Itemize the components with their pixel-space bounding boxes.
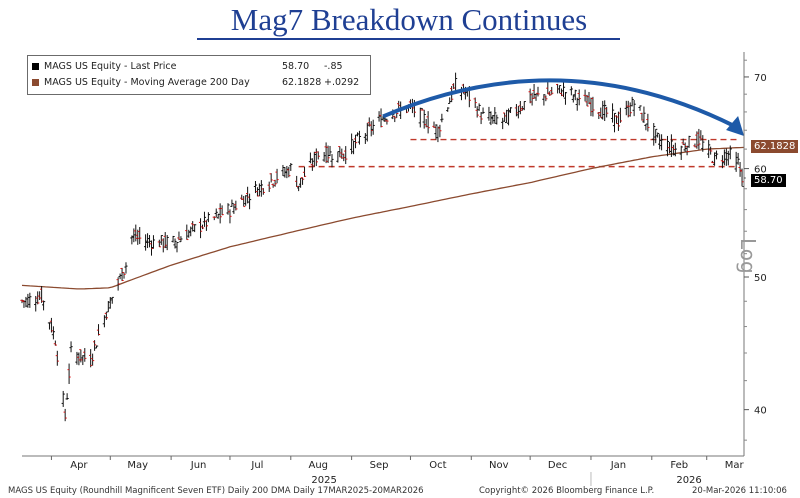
chart-legend: MAGS US Equity - Last Price 58.70 -.85 M… [27,55,371,95]
trend-arc-arrow [383,80,734,126]
arrow-head [726,116,744,136]
x-tick-label: Apr [70,460,88,471]
legend-value: 62.1828 [282,77,324,88]
footer-copyright: Copyright© 2026 Bloomberg Finance L.P. [479,486,654,496]
legend-item-last-price: MAGS US Equity - Last Price 58.70 -.85 [32,61,343,72]
x-year-label: 2025 [311,475,336,486]
x-tick-label: Jun [190,460,207,471]
footer-source: MAGS US Equity (Roundhill Magnificent Se… [8,486,424,496]
x-year-label: 2026 [676,475,701,486]
scale-label: Log [736,238,760,274]
legend-change: -.85 [324,61,343,72]
x-tick-label: May [127,460,148,471]
x-tick-label: Dec [548,460,567,471]
x-tick-label: Jul [250,460,263,471]
legend-value: 58.70 [282,61,324,72]
footer-timestamp: 20-Mar-2026 11:10:06 [692,486,787,496]
legend-swatch-price [32,63,39,70]
x-tick-label: Oct [429,460,446,471]
series-line-moving-average [22,147,744,289]
x-tick-label: Sep [370,460,389,471]
legend-label: MAGS US Equity - Last Price [44,61,282,72]
y-tick-label: 40 [754,406,767,417]
y-tick-label: 50 [754,273,767,284]
x-tick-label: Feb [670,460,688,471]
x-tick-label: Nov [489,460,509,471]
legend-swatch-ma [32,79,39,86]
x-tick-label: Jan [610,460,626,471]
legend-change: +.0292 [324,77,359,88]
price-value-tag: 58.70 [751,174,786,187]
y-tick-label: 70 [754,73,767,84]
x-tick-label: Aug [308,460,328,471]
ma-value-tag: 62.1828 [751,140,798,153]
legend-label: MAGS US Equity - Moving Average 200 Day [44,77,282,88]
x-tick-label: Mar [725,460,745,471]
legend-item-moving-average: MAGS US Equity - Moving Average 200 Day … [32,77,359,88]
